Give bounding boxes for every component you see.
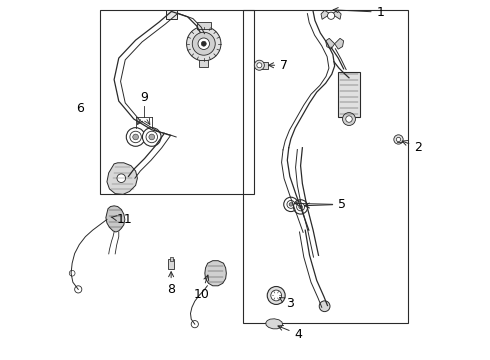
- Circle shape: [319, 301, 330, 312]
- Circle shape: [294, 200, 308, 214]
- Circle shape: [149, 134, 155, 140]
- Circle shape: [394, 135, 403, 144]
- Polygon shape: [266, 319, 283, 329]
- Circle shape: [287, 201, 295, 208]
- Polygon shape: [335, 39, 343, 49]
- Text: 8: 8: [167, 272, 175, 296]
- Circle shape: [146, 131, 157, 143]
- Circle shape: [254, 60, 265, 70]
- Circle shape: [284, 197, 298, 212]
- Circle shape: [126, 128, 145, 146]
- Polygon shape: [321, 10, 330, 19]
- Text: 3: 3: [279, 297, 294, 310]
- Polygon shape: [106, 206, 125, 232]
- Bar: [243, 10, 408, 323]
- Circle shape: [396, 137, 401, 141]
- Text: 7: 7: [269, 59, 288, 72]
- Circle shape: [198, 38, 210, 49]
- Text: 6: 6: [76, 102, 84, 115]
- Bar: [196, 22, 211, 29]
- Bar: [170, 257, 172, 261]
- Circle shape: [271, 290, 282, 301]
- Circle shape: [69, 270, 75, 276]
- Text: 10: 10: [194, 275, 209, 301]
- Text: 5: 5: [304, 198, 346, 211]
- Circle shape: [201, 41, 206, 46]
- Polygon shape: [205, 261, 226, 286]
- Bar: [199, 60, 208, 67]
- Text: 2: 2: [402, 140, 422, 153]
- Circle shape: [117, 174, 125, 183]
- Circle shape: [130, 131, 141, 143]
- Bar: [338, 72, 361, 117]
- Bar: [259, 62, 269, 69]
- Circle shape: [343, 113, 355, 126]
- Circle shape: [267, 287, 285, 305]
- Bar: [166, 10, 177, 19]
- Polygon shape: [187, 27, 221, 61]
- Circle shape: [191, 320, 198, 328]
- Text: 11: 11: [111, 213, 132, 226]
- Bar: [168, 258, 174, 269]
- Text: 9: 9: [140, 91, 147, 104]
- Circle shape: [133, 134, 139, 140]
- Circle shape: [346, 116, 352, 122]
- Circle shape: [327, 12, 335, 19]
- Circle shape: [289, 203, 293, 206]
- Circle shape: [257, 63, 262, 68]
- Circle shape: [299, 205, 302, 209]
- Circle shape: [192, 32, 215, 55]
- Polygon shape: [107, 163, 137, 194]
- Bar: [100, 10, 254, 194]
- Polygon shape: [332, 10, 341, 19]
- Circle shape: [74, 286, 82, 293]
- Text: 4: 4: [278, 325, 302, 341]
- Polygon shape: [326, 39, 335, 49]
- Circle shape: [143, 128, 161, 146]
- Circle shape: [296, 203, 304, 211]
- Text: 1: 1: [333, 6, 385, 19]
